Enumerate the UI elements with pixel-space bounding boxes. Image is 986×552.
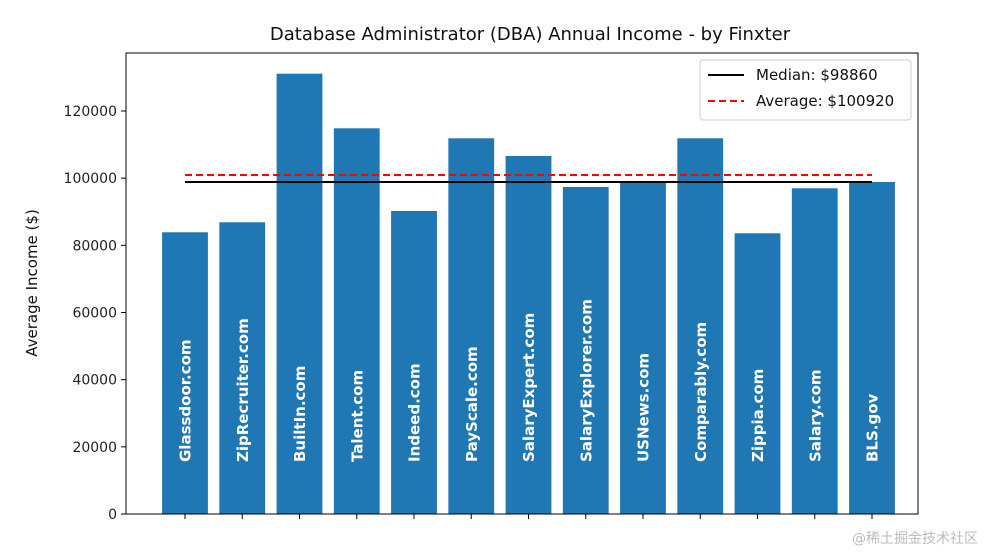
bar-label: BuiltIn.com bbox=[291, 366, 309, 462]
bar-label: Talent.com bbox=[348, 370, 366, 462]
bar-Talent.com bbox=[333, 128, 380, 514]
bar-label: Salary.com bbox=[806, 369, 824, 462]
bar-Indeed.com bbox=[391, 210, 437, 514]
bar-label: BLS.gov bbox=[864, 393, 882, 462]
legend-box bbox=[699, 59, 912, 121]
bar-label: Comparably.com bbox=[692, 322, 710, 462]
bar-Comparably.com bbox=[677, 138, 724, 514]
bar-SalaryExplorer.com bbox=[562, 186, 609, 514]
bar-label: ZipRecruiter.com bbox=[234, 318, 252, 462]
y-axis-label: Average Income ($) bbox=[23, 209, 41, 357]
y-tick-label: 100000 bbox=[64, 171, 117, 187]
bar-label: PayScale.com bbox=[463, 346, 481, 462]
bar-Salary.com bbox=[791, 188, 838, 514]
bar-ZipRecruiter.com bbox=[219, 222, 266, 514]
bar-SalaryExpert.com bbox=[505, 155, 552, 515]
legend-label: Median: $98860 bbox=[756, 66, 878, 84]
legend-label: Average: $100920 bbox=[756, 92, 894, 110]
bar-label: Glassdoor.com bbox=[177, 339, 195, 462]
y-tick-label: 60000 bbox=[72, 305, 117, 321]
watermark: @稀土掘金技术社区 bbox=[852, 531, 978, 547]
y-tick-label: 0 bbox=[108, 507, 117, 523]
y-tick-label: 40000 bbox=[72, 373, 117, 389]
bar-Glassdoor.com bbox=[162, 232, 208, 515]
bar-Zippia.com bbox=[734, 233, 781, 514]
bar-PayScale.com bbox=[448, 138, 495, 514]
legend: Median: $98860 Average: $100920 bbox=[699, 59, 912, 121]
bar-BuiltIn.com bbox=[276, 73, 323, 514]
bar-label: SalaryExpert.com bbox=[520, 313, 538, 462]
bar-USNews.com bbox=[620, 181, 666, 514]
y-tick-label: 80000 bbox=[72, 238, 117, 254]
chart-title: Database Administrator (DBA) Annual Inco… bbox=[270, 24, 791, 45]
bar-label: SalaryExplorer.com bbox=[577, 299, 595, 462]
y-tick-label: 120000 bbox=[64, 104, 117, 120]
bar-BLS.gov bbox=[849, 181, 895, 514]
bar-label: Indeed.com bbox=[406, 363, 424, 462]
bar-label: Zippia.com bbox=[749, 369, 767, 462]
bar-label: USNews.com bbox=[635, 353, 653, 462]
y-tick-label: 20000 bbox=[72, 440, 117, 456]
plot-frame bbox=[125, 52, 919, 515]
